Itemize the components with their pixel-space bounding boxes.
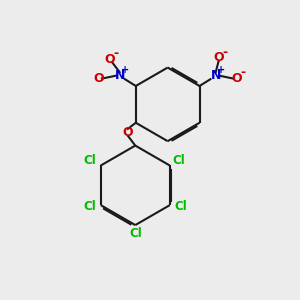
Text: Cl: Cl bbox=[175, 200, 187, 213]
Text: -: - bbox=[113, 47, 118, 60]
Text: Cl: Cl bbox=[83, 200, 96, 213]
Text: N: N bbox=[114, 69, 125, 82]
Text: N: N bbox=[211, 69, 221, 82]
Text: O: O bbox=[93, 72, 104, 85]
Text: -: - bbox=[223, 46, 228, 59]
Text: O: O bbox=[232, 72, 242, 85]
Text: +: + bbox=[217, 65, 225, 75]
Text: Cl: Cl bbox=[83, 154, 96, 167]
Text: Cl: Cl bbox=[173, 154, 185, 167]
Text: O: O bbox=[123, 126, 133, 139]
Text: O: O bbox=[104, 53, 115, 66]
Text: Cl: Cl bbox=[129, 227, 142, 240]
Text: O: O bbox=[213, 52, 224, 64]
Text: +: + bbox=[121, 65, 129, 75]
Text: -: - bbox=[240, 66, 245, 79]
